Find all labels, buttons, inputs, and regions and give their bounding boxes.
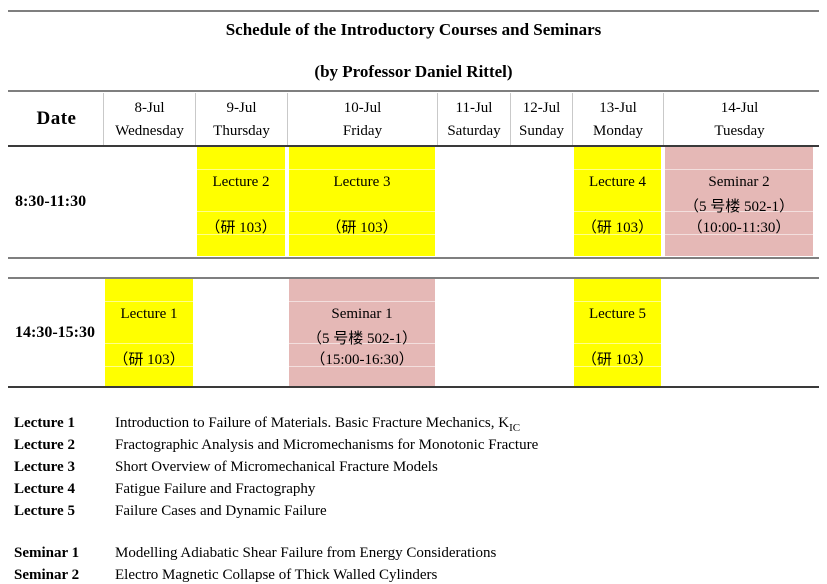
cell-room: （研 103） (326, 220, 398, 236)
header-bottom-divider (8, 145, 819, 147)
top-divider (8, 10, 819, 12)
header-day-wednesday: 8-Jul Wednesday (103, 93, 195, 145)
header-day-name: Sunday (519, 123, 564, 139)
legend-description: Fatigue Failure and Fractography (115, 481, 316, 497)
page-subtitle: (by Professor Daniel Rittel) (314, 62, 513, 81)
header-day-name: Monday (593, 123, 643, 139)
legend-item-lecture-5: Lecture 5 Failure Cases and Dynamic Fail… (14, 500, 538, 522)
header-day-name: Friday (342, 123, 383, 139)
schedule-cell-lecture-5: Lecture 5 （研 103） (572, 279, 663, 386)
header-day-tuesday: 14-Jul Tuesday (663, 93, 815, 145)
schedule-cell-empty (103, 147, 195, 256)
header-day-monday: 13-Jul Monday (572, 93, 663, 145)
schedule-row-morning: 8:30-11:30 Lecture 2 （研 103） Lecture 3 （… (10, 147, 815, 256)
header-day-date: 13-Jul (599, 100, 637, 116)
cell-title: Seminar 1 (331, 306, 393, 322)
schedule-header-row: Date 8-Jul Wednesday 9-Jul Thursday 10-J… (10, 93, 815, 145)
cell-room: （研 103） (205, 220, 277, 236)
schedule-cell-empty (437, 279, 510, 386)
cell-time: （15:00-16:30） (310, 352, 414, 368)
header-day-thursday: 9-Jul Thursday (195, 93, 287, 145)
header-day-friday: 10-Jul Friday (287, 93, 437, 145)
legend-description: Introduction to Failure of Materials. Ba… (115, 415, 521, 434)
schedule-cell-seminar-1: Seminar 1 （5 号楼 502-1） （15:00-16:30） (287, 279, 437, 386)
legend-seminars: Seminar 1 Modelling Adiabatic Shear Fail… (14, 542, 496, 584)
legend-description: Short Overview of Micromechanical Fractu… (115, 459, 438, 475)
schedule-cell-empty (663, 279, 815, 386)
cell-room: （5 号楼 502-1） (684, 199, 794, 215)
legend-label: Lecture 1 (14, 415, 75, 431)
header-day-sunday: 12-Jul Sunday (510, 93, 572, 145)
header-day-name: Saturday (447, 123, 501, 139)
header-day-date: 10-Jul (343, 100, 382, 116)
header-day-name: Wednesday (115, 123, 184, 139)
cell-title: Lecture 1 (120, 306, 178, 322)
legend-label: Seminar 2 (14, 567, 80, 583)
header-date-label: Date (36, 108, 77, 129)
section-divider (8, 277, 819, 279)
table-bottom-divider (8, 386, 819, 388)
schedule-cell-empty (437, 147, 510, 256)
cell-title: Lecture 4 (588, 174, 647, 190)
header-day-date: 12-Jul (522, 100, 561, 116)
header-day-date: 8-Jul (134, 100, 165, 116)
legend-item-seminar-2: Seminar 2 Electro Magnetic Collapse of T… (14, 564, 496, 584)
schedule-cell-empty (195, 279, 287, 386)
header-day-saturday: 11-Jul Saturday (437, 93, 510, 145)
schedule-row-afternoon: 14:30-15:30 Lecture 1 （研 103） Seminar 1 … (10, 279, 815, 386)
cell-title: Lecture 3 (333, 174, 391, 190)
cell-title: Seminar 2 (708, 174, 770, 190)
time-slot-label: 8:30-11:30 (15, 192, 87, 210)
cell-room: （研 103） (113, 352, 185, 368)
legend-item-lecture-1: Lecture 1 Introduction to Failure of Mat… (14, 412, 538, 434)
header-day-date: 11-Jul (455, 100, 493, 116)
legend-label: Lecture 5 (14, 503, 75, 519)
header-day-date: 9-Jul (226, 100, 257, 116)
cell-title: Lecture 5 (588, 306, 647, 322)
legend-label: Lecture 3 (14, 459, 75, 475)
legend-description: Fractographic Analysis and Micromechanis… (115, 437, 539, 453)
legend-description: Electro Magnetic Collapse of Thick Walle… (115, 567, 438, 583)
header-day-date: 14-Jul (720, 100, 759, 116)
legend-label: Lecture 4 (14, 481, 75, 497)
cell-time: （10:00-11:30） (687, 220, 791, 236)
schedule-cell-lecture-3: Lecture 3 （研 103） (287, 147, 437, 256)
header-day-name: Thursday (213, 123, 270, 139)
cell-room: （研 103） (581, 220, 654, 236)
page-title: Schedule of the Introductory Courses and… (225, 20, 602, 39)
cell-room: （5 号楼 502-1） (307, 331, 417, 347)
legend-label: Seminar 1 (14, 545, 80, 561)
schedule-cell-empty (510, 147, 572, 256)
schedule-cell-empty (510, 279, 572, 386)
legend-lectures: Lecture 1 Introduction to Failure of Mat… (14, 412, 538, 522)
kic-subscript: IC (509, 422, 521, 434)
header-top-divider (8, 90, 819, 92)
schedule-cell-lecture-1: Lecture 1 （研 103） (103, 279, 195, 386)
legend-item-lecture-3: Lecture 3 Short Overview of Micromechani… (14, 456, 538, 478)
legend-item-lecture-2: Lecture 2 Fractographic Analysis and Mic… (14, 434, 538, 456)
cell-title: Lecture 2 (212, 174, 270, 190)
legend-description: Failure Cases and Dynamic Failure (115, 503, 327, 519)
legend-label: Lecture 2 (14, 437, 75, 453)
schedule-cell-lecture-2: Lecture 2 （研 103） (195, 147, 287, 256)
cell-room: （研 103） (581, 352, 654, 368)
time-slot-label: 14:30-15:30 (15, 323, 95, 341)
legend-description: Modelling Adiabatic Shear Failure from E… (115, 545, 497, 561)
legend-item-seminar-1: Seminar 1 Modelling Adiabatic Shear Fail… (14, 542, 496, 564)
legend-item-lecture-4: Lecture 4 Fatigue Failure and Fractograp… (14, 478, 538, 500)
header-day-name: Tuesday (714, 123, 765, 139)
schedule-cell-seminar-2: Seminar 2 （5 号楼 502-1） （10:00-11:30） (663, 147, 815, 256)
schedule-cell-lecture-4: Lecture 4 （研 103） (572, 147, 663, 256)
section-divider (8, 257, 819, 259)
